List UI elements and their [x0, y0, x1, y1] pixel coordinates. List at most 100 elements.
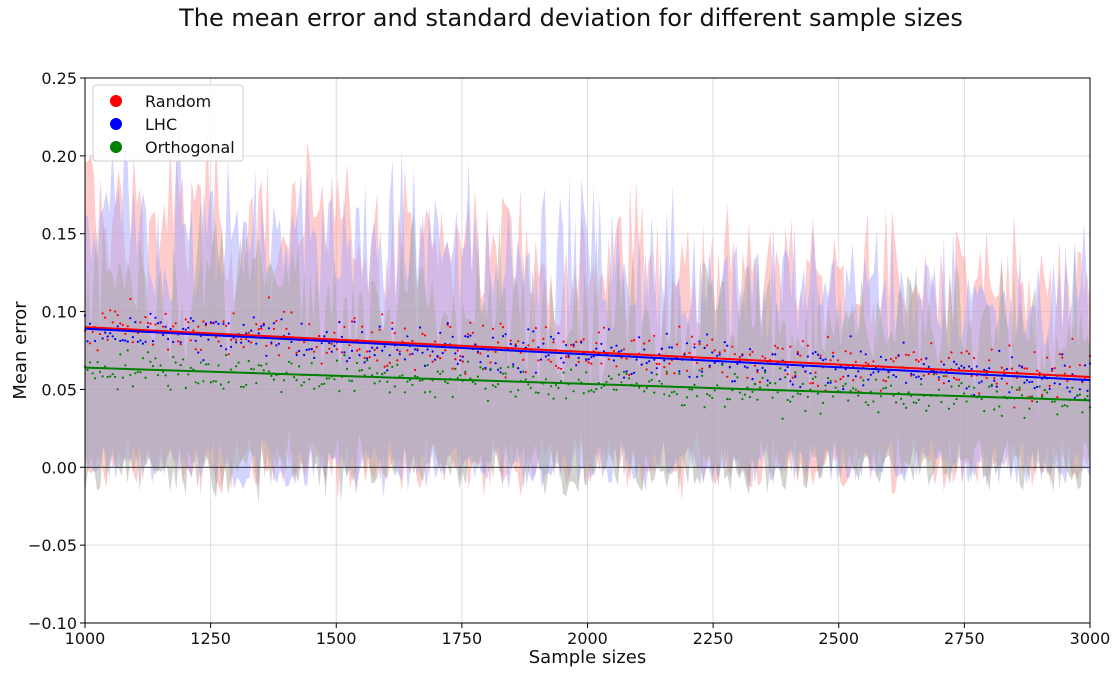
mean-point-lhc [960, 364, 963, 367]
mean-point-orthogonal [547, 393, 550, 396]
legend-marker-lhc [110, 118, 122, 130]
mean-point-orthogonal [771, 396, 774, 399]
mean-point-lhc [126, 340, 129, 343]
mean-point-lhc [1005, 367, 1009, 371]
mean-point-random [950, 351, 953, 354]
mean-point-random [945, 375, 948, 378]
mean-point-lhc [179, 341, 182, 344]
mean-point-lhc [376, 346, 379, 349]
mean-point-random [277, 354, 280, 357]
mean-point-random [758, 381, 762, 384]
mean-point-lhc [728, 366, 731, 369]
mean-point-lhc [723, 341, 726, 344]
mean-point-lhc [1031, 380, 1034, 383]
mean-point-orthogonal [585, 371, 588, 374]
mean-point-lhc [743, 365, 747, 368]
mean-point-random [1056, 396, 1059, 399]
mean-point-orthogonal [683, 404, 686, 407]
mean-point-orthogonal [371, 374, 374, 377]
mean-point-random [625, 357, 628, 360]
mean-point-lhc [522, 341, 525, 344]
mean-point-orthogonal [736, 376, 739, 379]
mean-point-random [167, 348, 170, 351]
mean-point-random [247, 331, 250, 334]
mean-point-random [839, 378, 842, 381]
mean-point-random [663, 366, 666, 369]
mean-point-orthogonal [403, 391, 406, 394]
mean-point-orthogonal [907, 391, 910, 394]
mean-point-random [255, 323, 258, 326]
mean-point-lhc [343, 351, 346, 354]
mean-point-orthogonal [884, 386, 888, 389]
mean-point-orthogonal [121, 376, 124, 379]
mean-point-random [272, 327, 275, 330]
mean-point-lhc [842, 388, 845, 391]
mean-point-lhc [209, 321, 212, 324]
mean-point-orthogonal [179, 364, 182, 367]
mean-point-lhc [172, 340, 175, 344]
mean-point-lhc [998, 349, 1001, 352]
mean-point-lhc [413, 348, 417, 351]
mean-point-lhc [265, 354, 268, 357]
mean-point-random [179, 343, 182, 346]
mean-point-random [1003, 369, 1006, 372]
mean-point-lhc [456, 362, 459, 365]
mean-point-lhc [854, 375, 857, 378]
mean-point-lhc [920, 377, 923, 381]
mean-point-random [91, 330, 94, 334]
mean-point-random [607, 358, 611, 361]
mean-point-orthogonal [313, 387, 316, 390]
mean-point-random [391, 321, 394, 324]
mean-point-orthogonal [834, 386, 837, 389]
mean-point-lhc [917, 375, 920, 378]
mean-point-random [144, 316, 147, 319]
mean-point-lhc [718, 353, 721, 356]
mean-point-orthogonal [925, 409, 928, 412]
mean-point-lhc [169, 327, 172, 331]
mean-point-random [915, 358, 918, 361]
mean-point-orthogonal [758, 386, 762, 389]
mean-point-random [434, 340, 437, 343]
mean-point-orthogonal [124, 364, 127, 367]
mean-point-random [106, 338, 109, 341]
mean-point-random [214, 336, 218, 339]
mean-point-lhc [1051, 367, 1054, 370]
mean-point-lhc [398, 353, 401, 356]
mean-point-orthogonal [250, 367, 253, 371]
mean-point-lhc [194, 339, 197, 342]
y-axis-ticks: −0.10 −0.05 0.00 0.05 0.10 0.15 0.20 0.25 [28, 69, 85, 633]
mean-point-lhc [922, 363, 925, 366]
mean-point-random [328, 347, 331, 350]
mean-point-orthogonal [917, 398, 920, 401]
mean-point-random [910, 374, 913, 377]
mean-point-lhc [756, 369, 759, 372]
mean-point-random [1038, 371, 1041, 374]
mean-point-random [547, 358, 550, 361]
mean-point-random [826, 335, 830, 339]
mean-point-random [678, 325, 681, 328]
mean-point-lhc [955, 363, 958, 366]
mean-point-lhc [139, 339, 142, 342]
mean-point-lhc [154, 316, 157, 319]
mean-point-orthogonal [557, 386, 560, 389]
mean-point-lhc [806, 355, 810, 358]
mean-point-lhc [383, 345, 386, 348]
mean-point-random [154, 323, 157, 326]
mean-point-lhc [104, 331, 107, 334]
mean-point-lhc [423, 364, 427, 367]
mean-point-orthogonal [537, 391, 540, 394]
mean-point-lhc [633, 371, 636, 374]
legend-marker-random [110, 95, 122, 107]
mean-point-random [146, 321, 150, 324]
mean-point-orthogonal [444, 380, 447, 383]
mean-point-orthogonal [260, 364, 263, 367]
mean-point-lhc [829, 381, 832, 384]
mean-point-orthogonal [950, 385, 953, 388]
mean-point-orthogonal [902, 402, 905, 405]
mean-point-orthogonal [436, 370, 439, 373]
mean-point-orthogonal [942, 375, 946, 378]
mean-point-orthogonal [811, 377, 815, 380]
mean-point-lhc [1073, 396, 1076, 399]
mean-point-lhc [146, 325, 150, 329]
mean-point-lhc [270, 341, 273, 344]
